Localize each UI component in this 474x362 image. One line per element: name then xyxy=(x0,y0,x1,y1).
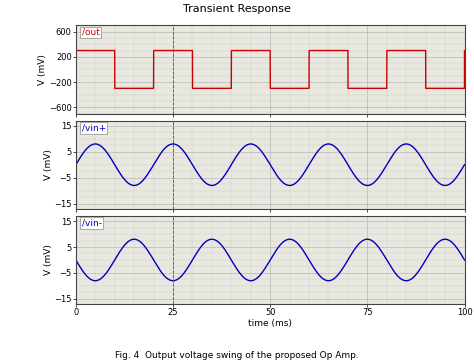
Text: /out: /out xyxy=(82,28,100,37)
X-axis label: time (ms): time (ms) xyxy=(248,319,292,328)
Text: /vin-: /vin- xyxy=(82,219,101,228)
Text: Fig. 4  Output voltage swing of the proposed Op Amp.: Fig. 4 Output voltage swing of the propo… xyxy=(115,352,359,361)
Text: Transient Response: Transient Response xyxy=(183,4,291,14)
Y-axis label: V (mV): V (mV) xyxy=(44,245,53,275)
Y-axis label: V (mV): V (mV) xyxy=(38,54,47,85)
Y-axis label: V (mV): V (mV) xyxy=(44,149,53,180)
Text: /vin+: /vin+ xyxy=(82,123,106,132)
